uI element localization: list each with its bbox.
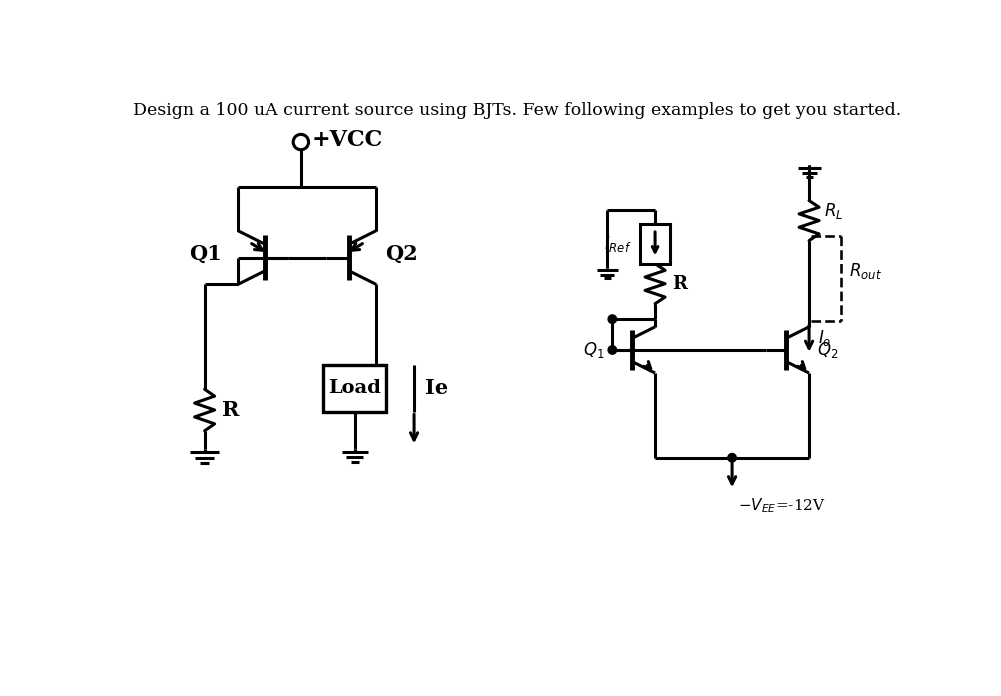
Circle shape bbox=[293, 134, 308, 150]
Circle shape bbox=[608, 315, 617, 324]
Text: Load: Load bbox=[328, 379, 381, 397]
Text: Q2: Q2 bbox=[385, 244, 418, 264]
Circle shape bbox=[728, 454, 737, 462]
Text: $Q_2$: $Q_2$ bbox=[817, 340, 838, 360]
Text: +VCC: +VCC bbox=[311, 129, 383, 152]
Text: $R_{out}$: $R_{out}$ bbox=[849, 260, 882, 280]
Text: $I_{Ref}$: $I_{Ref}$ bbox=[605, 234, 632, 253]
Text: R: R bbox=[672, 275, 687, 293]
Bar bbox=[323, 365, 386, 411]
Text: R: R bbox=[221, 400, 239, 420]
Text: Ie: Ie bbox=[424, 379, 448, 398]
Text: $R_L$: $R_L$ bbox=[825, 201, 844, 221]
Text: $-V_{EE}$=-12V: $-V_{EE}$=-12V bbox=[738, 496, 826, 515]
Text: $Q_1$: $Q_1$ bbox=[584, 340, 605, 360]
Text: Q1: Q1 bbox=[189, 244, 222, 264]
Bar bbox=[640, 223, 671, 264]
Text: Design a 100 uA current source using BJTs. Few following examples to get you sta: Design a 100 uA current source using BJT… bbox=[133, 102, 901, 119]
Circle shape bbox=[608, 346, 617, 354]
Text: $I_o$: $I_o$ bbox=[819, 329, 832, 349]
